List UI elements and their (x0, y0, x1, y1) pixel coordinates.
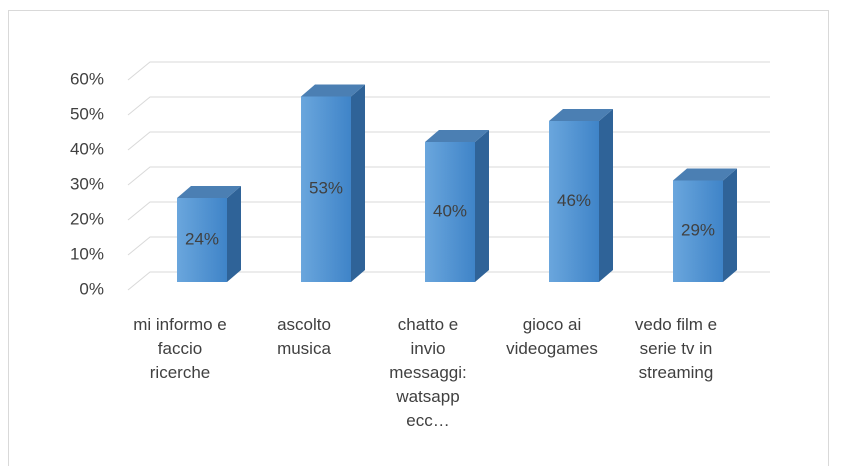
bar-top (549, 109, 613, 121)
x-tick-label: ascolto musica (277, 315, 331, 358)
bar-side (723, 168, 737, 282)
x-tick-label: gioco ai videogames (506, 315, 598, 358)
bar-front (673, 180, 723, 282)
bar-side (475, 130, 489, 282)
data-label: 53% (309, 179, 343, 198)
data-label: 24% (185, 229, 219, 248)
grid-line (127, 61, 770, 81)
bar-top (301, 84, 365, 97)
bar-side (227, 186, 241, 282)
bar (673, 168, 737, 282)
y-tick-label: 60% (70, 69, 104, 88)
data-label: 40% (433, 201, 467, 220)
bar-front (549, 121, 599, 282)
y-tick-label: 50% (70, 104, 104, 123)
x-tick-label: vedo film e serie tv in streaming (635, 315, 717, 382)
grid-line (127, 96, 770, 116)
bar (177, 186, 241, 282)
data-label: 29% (681, 221, 715, 240)
bar-front (177, 198, 227, 282)
y-tick-label: 0% (79, 279, 104, 298)
bar-side (599, 109, 613, 282)
bar (549, 109, 613, 282)
x-tick-label: mi informo e faccio ricerche (133, 315, 227, 382)
bar-top (177, 186, 241, 198)
bar-top (425, 130, 489, 142)
y-tick-label: 30% (70, 174, 104, 193)
data-label: 46% (557, 191, 591, 210)
y-tick-label: 10% (70, 244, 104, 263)
y-tick-label: 20% (70, 209, 104, 228)
bar (425, 130, 489, 282)
x-tick-label: chatto e invio messaggi: watsapp ecc… (389, 315, 466, 430)
bar-top (673, 168, 737, 181)
y-tick-label: 40% (70, 139, 104, 158)
bar-front (425, 142, 475, 282)
bar (301, 84, 365, 282)
bar-front (301, 96, 351, 282)
bar-side (351, 84, 365, 282)
